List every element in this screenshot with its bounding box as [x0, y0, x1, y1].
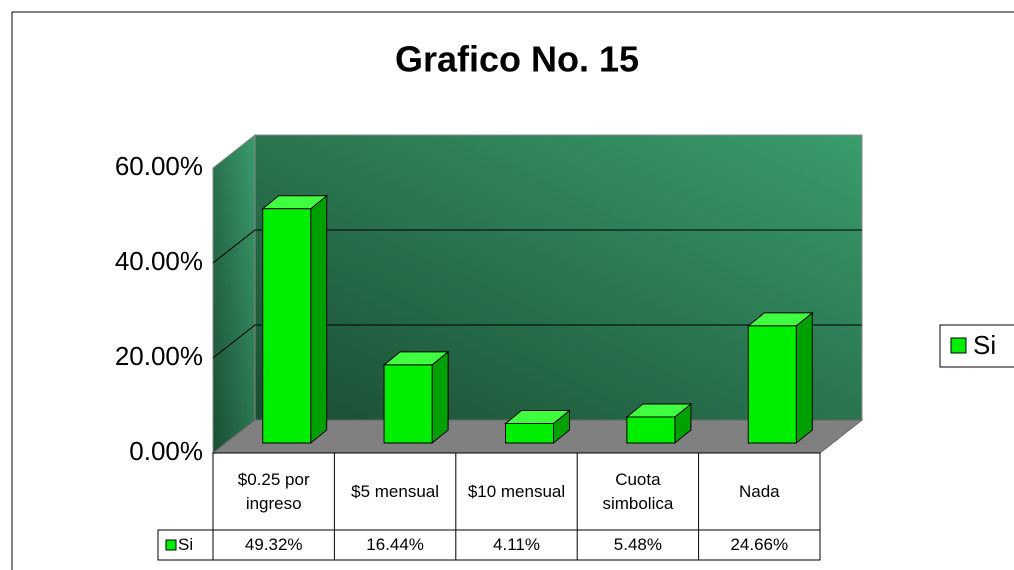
grid-line	[212, 324, 862, 359]
bar	[383, 364, 433, 444]
side-wall	[212, 133, 256, 455]
category-label: $10 mensual	[467, 481, 566, 501]
value-label: 4.11%	[493, 535, 540, 554]
bar	[626, 416, 676, 444]
bar	[262, 208, 312, 444]
legend-label: Si	[973, 330, 996, 360]
category-label: Cuota simbolica	[602, 469, 674, 513]
y-tick-label: 0.00%	[129, 436, 203, 466]
value-label: 24.66%	[730, 535, 789, 554]
y-tick-label: 60.00%	[115, 151, 203, 181]
chart-title: Grafico No. 15	[395, 39, 639, 80]
grid-line	[212, 229, 862, 264]
bar	[747, 325, 797, 444]
value-label: 16.44%	[366, 535, 424, 554]
bar	[505, 422, 554, 444]
category-label: $5 mensual	[351, 481, 440, 501]
y-tick-label: 20.00%	[115, 341, 203, 371]
table-border	[157, 529, 821, 561]
category-label: $0.25 por ingreso	[237, 469, 310, 513]
value-label: 49.32%	[244, 535, 303, 554]
bar-side	[310, 194, 328, 445]
table-key	[165, 539, 177, 551]
legend-key	[950, 337, 967, 354]
category-label: Nada	[738, 481, 780, 501]
bar-side	[795, 311, 813, 445]
table-series-name: Si	[178, 535, 194, 554]
value-label: 5.48%	[613, 535, 662, 554]
y-tick-label: 40.00%	[115, 246, 203, 276]
bar-side	[431, 350, 449, 445]
